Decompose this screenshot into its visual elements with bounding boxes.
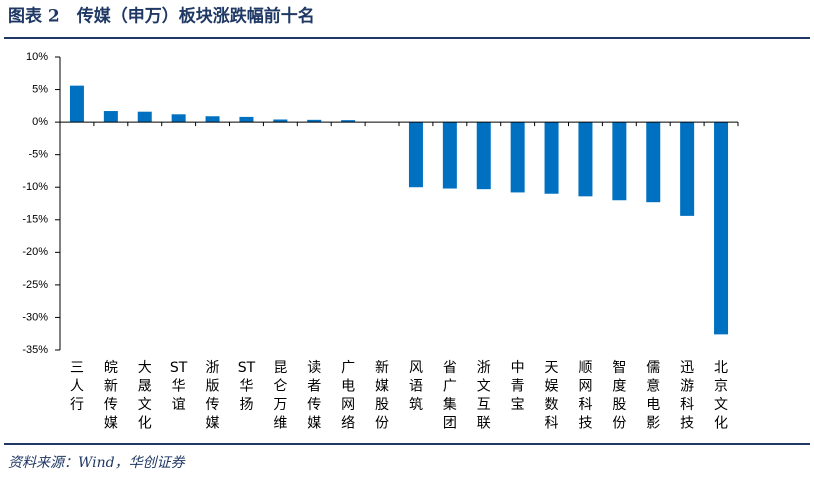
bar	[307, 119, 322, 123]
bar	[239, 116, 254, 123]
x-tick-label: 智度股份	[612, 360, 626, 432]
x-tick-label: 广电网络	[341, 360, 355, 432]
bar	[137, 111, 152, 123]
bar	[510, 122, 525, 193]
bar	[578, 122, 593, 197]
bar	[680, 122, 695, 216]
x-tick-label: 浙版传媒	[206, 360, 220, 432]
bar	[69, 85, 84, 123]
y-tick-label: 5%	[32, 83, 48, 95]
x-tick-label: 顺网科技	[578, 360, 592, 432]
bar	[476, 122, 491, 190]
y-tick-label: -15%	[22, 214, 48, 226]
bar	[171, 114, 186, 123]
y-tick-label: -35%	[22, 344, 48, 356]
bar	[646, 122, 661, 203]
bar	[341, 120, 356, 123]
x-tick-label: 迅游科技	[680, 360, 694, 432]
x-tick-label: 省广集团	[443, 360, 457, 432]
bar	[442, 122, 457, 189]
y-tick-label: -20%	[22, 246, 48, 258]
x-tick-label: 大晟文化	[138, 360, 152, 432]
x-tick-label: 儒意电影	[646, 360, 660, 432]
x-tick-label: ST 华扬	[238, 360, 256, 413]
x-tick-label: 新媒股份	[375, 360, 389, 432]
x-tick-label: 读者传媒	[307, 359, 321, 432]
y-tick-label: -25%	[22, 279, 48, 291]
y-tick-label: -10%	[22, 181, 48, 193]
bar	[612, 122, 627, 201]
bar	[544, 122, 559, 194]
x-tick-label: ST 华谊	[170, 360, 188, 413]
x-tick-label: 三人行	[70, 360, 84, 413]
source-note: 资料来源：Wind，华创证券	[8, 455, 186, 471]
chart-title: 图表 2 传媒（申万）板块涨跌幅前十名	[8, 6, 315, 27]
bar	[714, 122, 729, 335]
y-tick-label: -30%	[22, 311, 48, 323]
x-tick-label: 风语筑	[409, 360, 423, 413]
x-tick-label: 浙文互联	[477, 360, 491, 432]
y-tick-label: -5%	[28, 149, 48, 161]
x-tick-label: 中青宝	[511, 360, 525, 413]
bar	[103, 111, 118, 123]
x-tick-label: 昆仑万维	[273, 360, 287, 432]
bar	[205, 116, 220, 123]
y-tick-label: 0%	[32, 116, 48, 128]
bar	[273, 119, 288, 123]
x-tick-label: 天娱数科	[545, 360, 559, 432]
x-tick-label: 皖新传媒	[104, 360, 118, 432]
y-tick-label: 10%	[26, 51, 48, 63]
x-tick-label: 北京文化	[714, 360, 728, 432]
bar	[408, 122, 423, 188]
